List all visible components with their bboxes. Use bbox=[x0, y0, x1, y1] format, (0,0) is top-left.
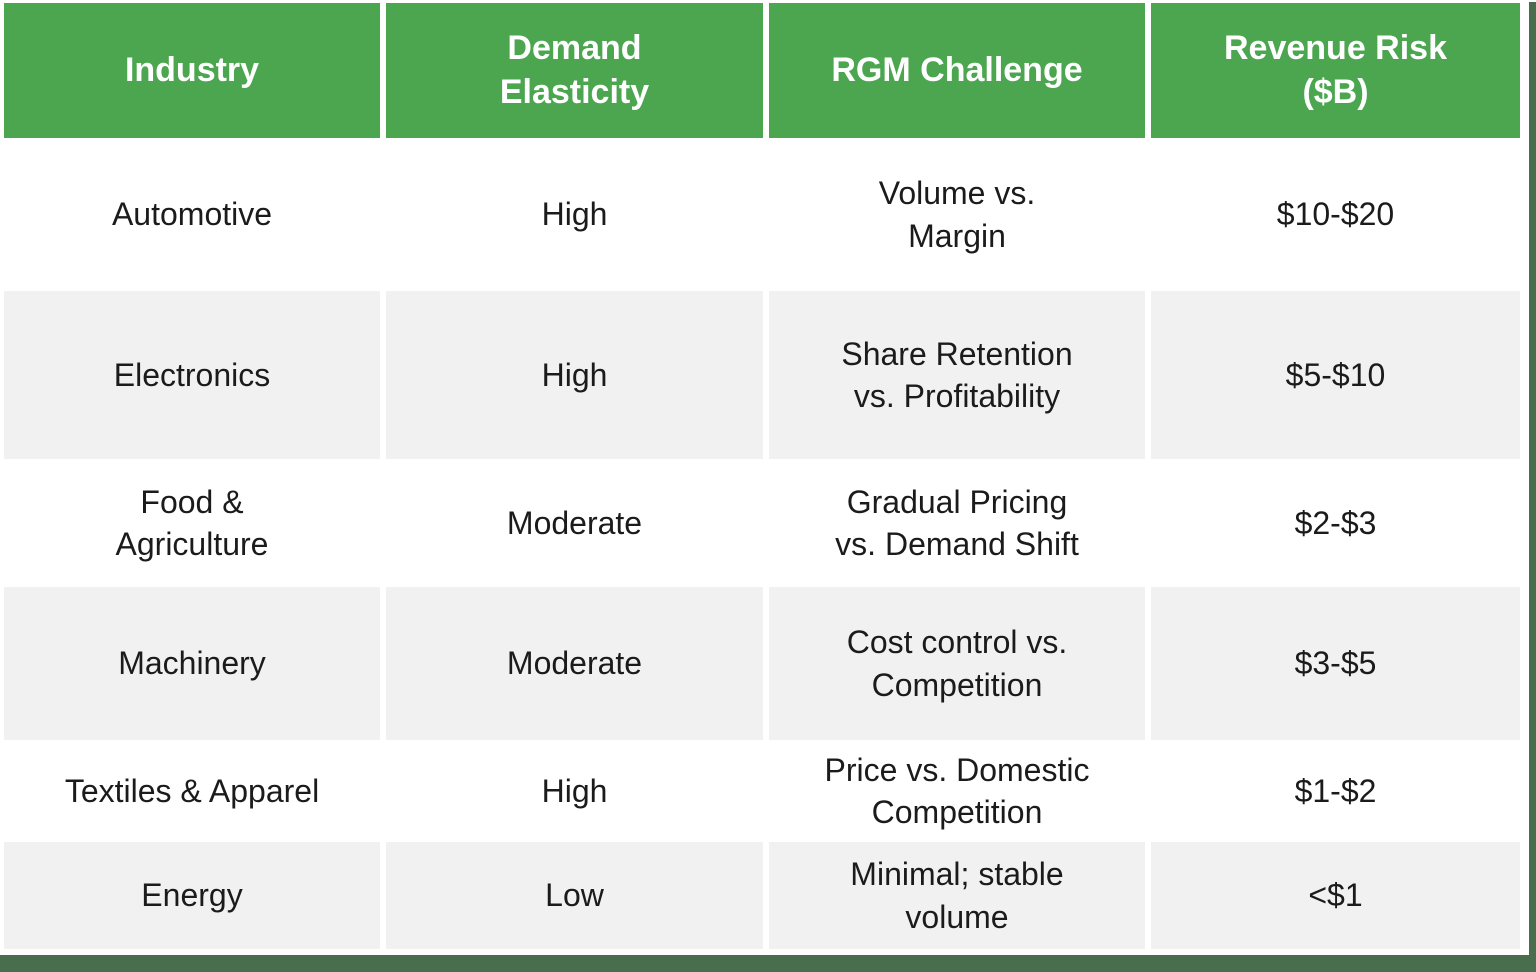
row2-challenge-cell: Share Retention vs. Profitability bbox=[769, 291, 1145, 459]
header-cell-elasticity: Demand Elasticity bbox=[386, 3, 763, 138]
row1-industry-cell: Automotive bbox=[4, 138, 380, 291]
row3-elasticity-cell: Moderate bbox=[386, 459, 763, 587]
row2-industry-cell: Electronics bbox=[4, 291, 380, 459]
row1-challenge-cell: Volume vs. Margin bbox=[769, 138, 1145, 291]
row3-risk-cell: $2-$3 bbox=[1151, 459, 1520, 587]
row6-risk-cell: <$1 bbox=[1151, 842, 1520, 949]
row5-industry-cell: Textiles & Apparel bbox=[4, 740, 380, 842]
row5-risk-cell: $1-$2 bbox=[1151, 740, 1520, 842]
bottom-accent-bar bbox=[0, 955, 1536, 972]
row3-challenge-cell: Gradual Pricing vs. Demand Shift bbox=[769, 459, 1145, 587]
row1-risk-cell: $10-$20 bbox=[1151, 138, 1520, 291]
industry-rgm-table: Industry Demand Elasticity RGM Challenge… bbox=[4, 3, 1520, 949]
row6-industry-cell: Energy bbox=[4, 842, 380, 949]
row4-risk-cell: $3-$5 bbox=[1151, 587, 1520, 740]
row3-industry-cell: Food & Agriculture bbox=[4, 459, 380, 587]
row4-elasticity-cell: Moderate bbox=[386, 587, 763, 740]
right-accent-bar bbox=[1529, 2, 1536, 972]
row5-challenge-cell: Price vs. Domestic Competition bbox=[769, 740, 1145, 842]
header-cell-industry: Industry bbox=[4, 3, 380, 138]
row4-challenge-cell: Cost control vs. Competition bbox=[769, 587, 1145, 740]
row4-industry-cell: Machinery bbox=[4, 587, 380, 740]
row2-elasticity-cell: High bbox=[386, 291, 763, 459]
row1-elasticity-cell: High bbox=[386, 138, 763, 291]
header-cell-rgm-challenge: RGM Challenge bbox=[769, 3, 1145, 138]
header-cell-revenue-risk: Revenue Risk ($B) bbox=[1151, 3, 1520, 138]
row5-elasticity-cell: High bbox=[386, 740, 763, 842]
row6-elasticity-cell: Low bbox=[386, 842, 763, 949]
row2-risk-cell: $5-$10 bbox=[1151, 291, 1520, 459]
row6-challenge-cell: Minimal; stable volume bbox=[769, 842, 1145, 949]
